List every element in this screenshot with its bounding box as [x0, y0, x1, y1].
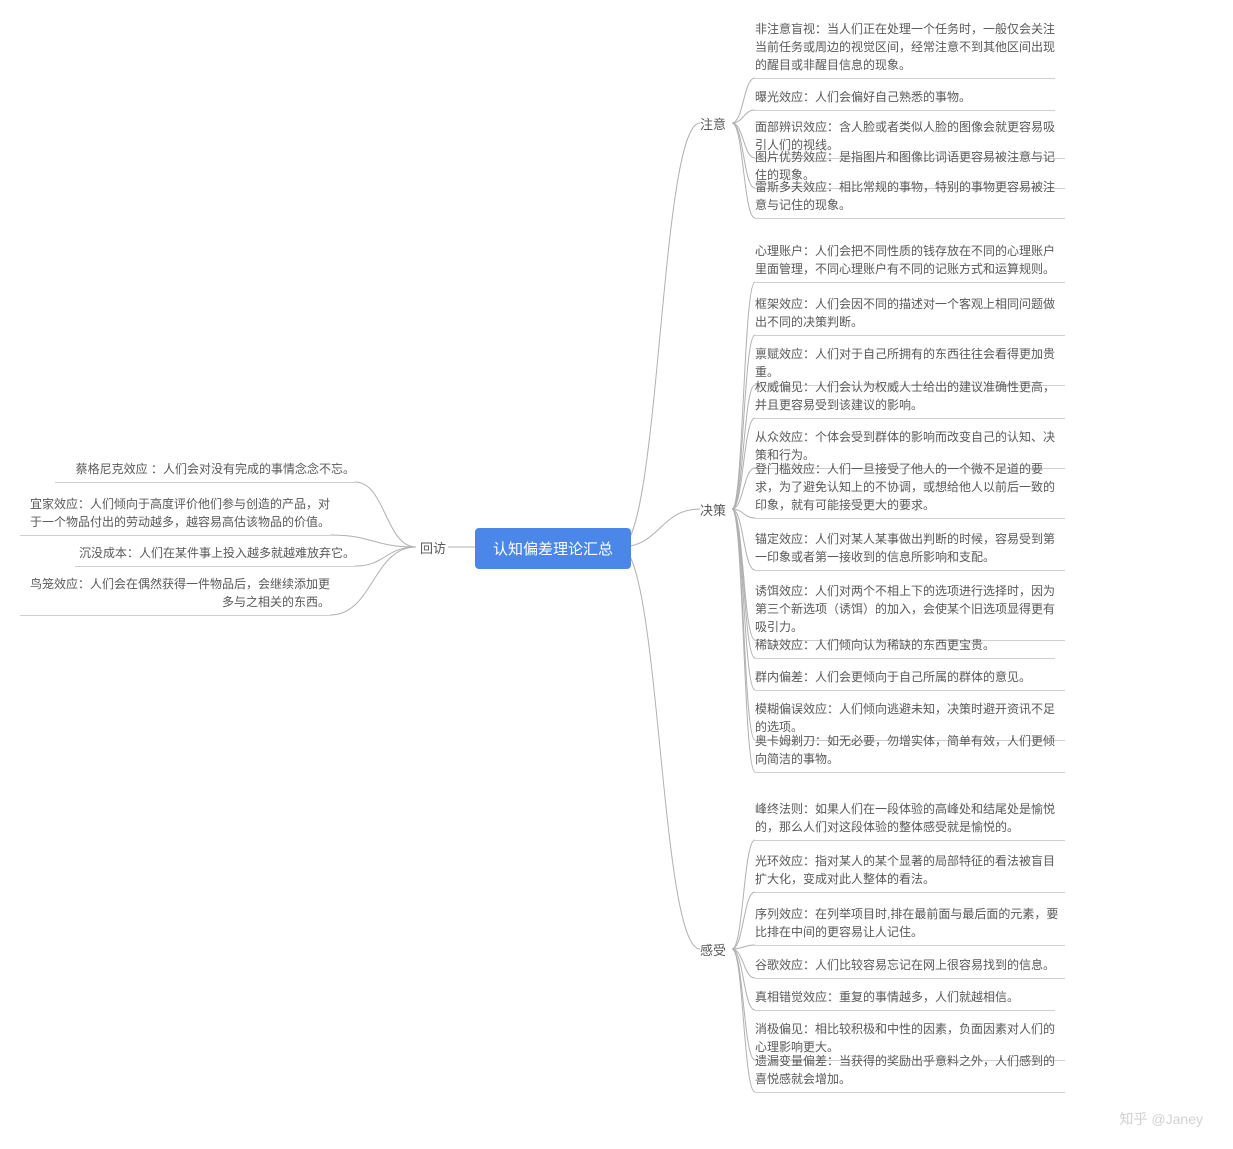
branch-label: 感受 [700, 940, 726, 959]
leaf-node: 沉没成本：人们在某件事上投入越多就越难放弃它。 [75, 544, 355, 567]
leaf-node: 遗漏变量偏差：当获得的奖励出乎意料之外，人们感到的喜悦感就会增加。 [755, 1052, 1065, 1093]
branch-label: 回访 [420, 538, 446, 557]
leaf-node: 奥卡姆剃刀：如无必要，勿增实体，简单有效，人们更倾向简洁的事物。 [755, 732, 1065, 773]
leaf-node: 雷斯多夫效应：相比常规的事物，特别的事物更容易被注意与记住的现象。 [755, 178, 1065, 219]
branch-label: 注意 [700, 114, 726, 133]
leaf-node: 光环效应：指对某人的某个显著的局部特征的看法被盲目扩大化，变成对此人整体的看法。 [755, 852, 1065, 893]
leaf-node: 权威偏见：人们会认为权威人士给出的建议准确性更高，并且更容易受到该建议的影响。 [755, 378, 1065, 419]
leaf-node: 心理账户：人们会把不同性质的钱存放在不同的心理账户里面管理，不同心理账户有不同的… [755, 242, 1065, 283]
leaf-node: 鸟笼效应：人们会在偶然获得一件物品后，会继续添加更多与之相关的东西。 [20, 575, 330, 616]
leaf-node: 真相错觉效应：重复的事情越多，人们就越相信。 [755, 988, 1055, 1011]
leaf-node: 序列效应：在列举项目时,排在最前面与最后面的元素，要比排在中间的更容易让人记住。 [755, 905, 1065, 946]
leaf-node: 谷歌效应：人们比较容易忘记在网上很容易找到的信息。 [755, 956, 1065, 979]
leaf-node: 登门槛效应：人们一旦接受了他人的一个微不足道的要求，为了避免认知上的不协调，或想… [755, 460, 1065, 519]
branch-label: 决策 [700, 500, 726, 519]
leaf-node: 蔡格尼克效应 ：人们会对没有完成的事情念念不忘。 [55, 460, 355, 483]
leaf-node: 峰终法则：如果人们在一段体验的高峰处和结尾处是愉悦的，那么人们对这段体验的整体感… [755, 800, 1065, 841]
leaf-node: 诱饵效应：人们对两个不相上下的选项进行选择时，因为第三个新选项（诱饵）的加入，会… [755, 582, 1065, 641]
leaf-node: 框架效应：人们会因不同的描述对一个客观上相同问题做出不同的决策判断。 [755, 295, 1065, 336]
watermark: 知乎 @Janey [1120, 1109, 1203, 1129]
root-node: 认知偏差理论汇总 [475, 528, 631, 569]
leaf-node: 稀缺效应：人们倾向认为稀缺的东西更宝贵。 [755, 636, 1055, 659]
leaf-node: 曝光效应：人们会偏好自己熟悉的事物。 [755, 88, 1055, 111]
leaf-node: 非注意盲视：当人们正在处理一个任务时，一般仅会关注当前任务或周边的视觉区间，经常… [755, 20, 1055, 79]
leaf-node: 锚定效应：人们对某人某事做出判断的时候，容易受到第一印象或者第一接收到的信息所影… [755, 530, 1065, 571]
leaf-node: 宜家效应：人们倾向于高度评价他们参与创造的产品，对于一个物品付出的劳动越多，越容… [20, 495, 330, 536]
leaf-node: 群内偏差：人们会更倾向于自己所属的群体的意见。 [755, 668, 1065, 691]
